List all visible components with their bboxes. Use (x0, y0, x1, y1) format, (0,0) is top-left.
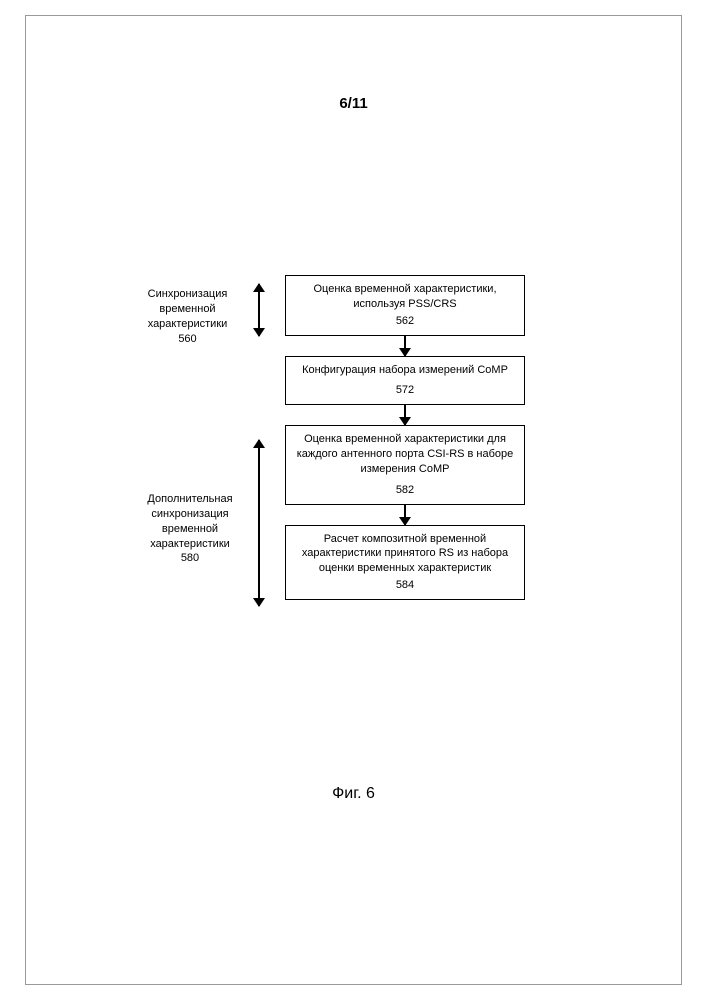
flow-box-num: 562 (296, 314, 514, 329)
side-label-additional-sync: Дополнительная синхронизация временной х… (130, 492, 250, 566)
arrow-down-icon (404, 336, 406, 356)
side-label-num: 560 (178, 333, 196, 345)
flow-box-582: Оценка временной характеристики для кажд… (285, 425, 525, 504)
flow-box-562: Оценка временной характеристики, использ… (285, 275, 525, 336)
flow-box-584: Расчет композитной временной характерист… (285, 525, 525, 600)
flow-box-num: 584 (296, 578, 514, 593)
flow-box-num: 582 (296, 483, 514, 498)
side-label-text: Синхронизация временной характеристики (148, 288, 228, 330)
figure-caption: Фиг. 6 (0, 785, 707, 803)
page-number: 6/11 (0, 95, 707, 112)
flow-box-text: Оценка временной характеристики, использ… (296, 282, 514, 312)
flow-box-text: Оценка временной характеристики для кажд… (296, 432, 514, 477)
side-label-num: 580 (181, 552, 199, 564)
arrow-down-icon (404, 505, 406, 525)
flow-box-column: Оценка временной характеристики, использ… (285, 275, 525, 600)
bracket-arrow-1 (258, 284, 260, 336)
arrow-down-icon (404, 405, 406, 425)
flow-box-num: 572 (296, 383, 514, 398)
flow-box-572: Конфигурация набора измерений CoMP 572 (285, 356, 525, 406)
side-label-sync: Синхронизация временной характеристики 5… (130, 287, 245, 346)
bracket-arrow-2 (258, 440, 260, 606)
side-label-text: Дополнительная синхронизация временной х… (147, 493, 232, 550)
flow-box-text: Конфигурация набора измерений CoMP (296, 363, 514, 378)
flow-box-text: Расчет композитной временной характерист… (296, 532, 514, 577)
